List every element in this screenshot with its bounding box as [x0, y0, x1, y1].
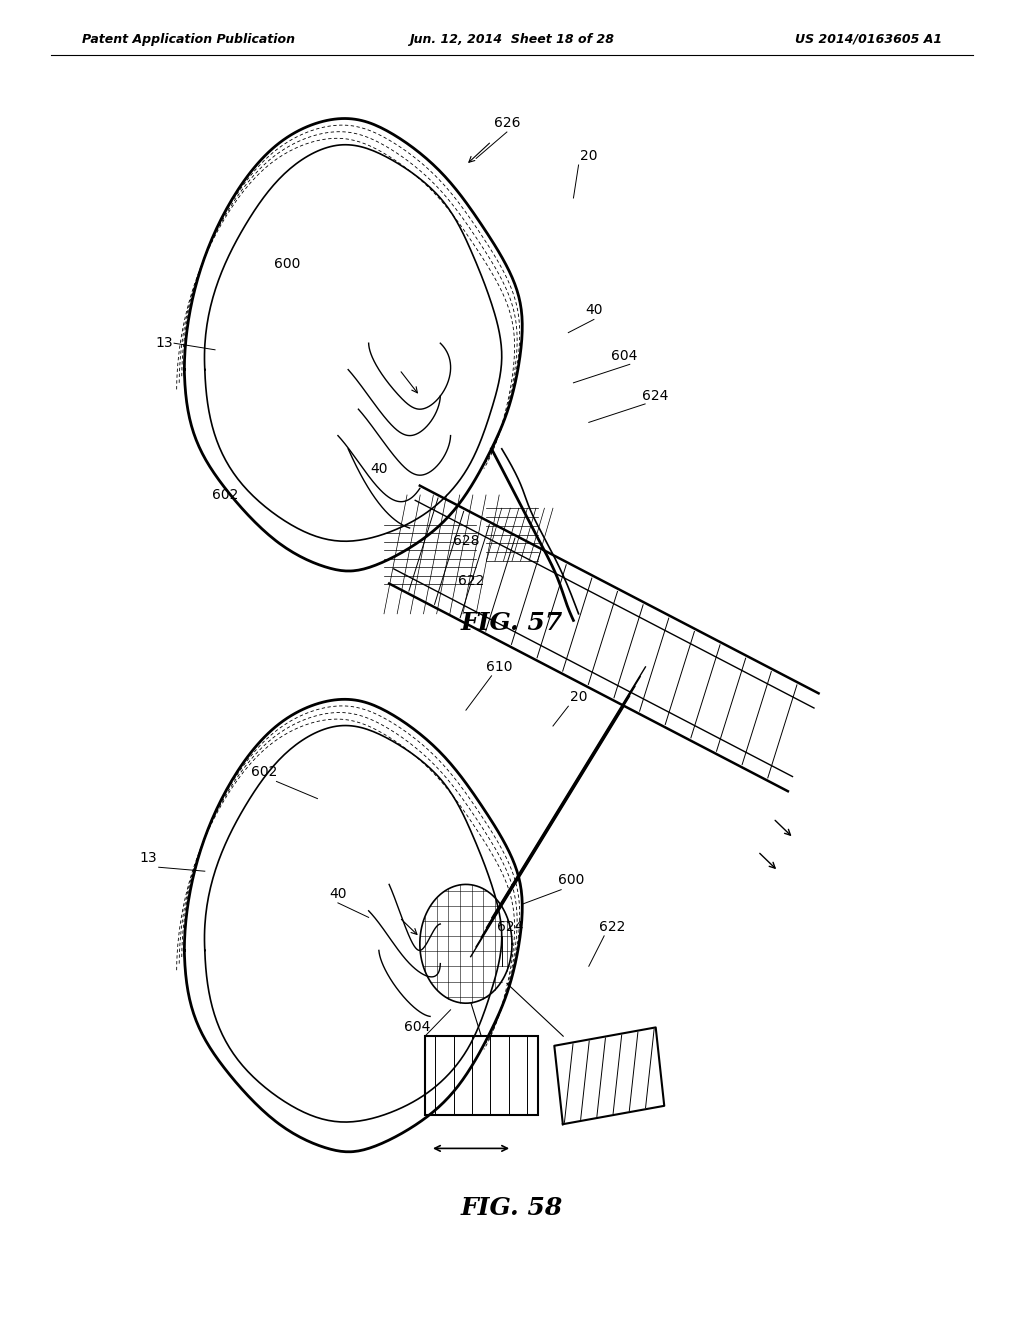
- Text: FIG. 57: FIG. 57: [461, 611, 563, 635]
- Text: 600: 600: [273, 257, 300, 271]
- Text: 602: 602: [212, 488, 239, 502]
- Text: 624: 624: [642, 389, 669, 403]
- Text: 40: 40: [585, 304, 603, 317]
- Text: 40: 40: [370, 462, 388, 475]
- Text: 13: 13: [155, 337, 173, 350]
- Text: 20: 20: [569, 690, 588, 704]
- Text: 626: 626: [494, 116, 520, 129]
- Text: 610: 610: [486, 660, 513, 673]
- Text: 40: 40: [329, 887, 347, 900]
- Text: 604: 604: [611, 350, 638, 363]
- Text: 13: 13: [139, 851, 158, 865]
- Text: FIG. 58: FIG. 58: [461, 1196, 563, 1220]
- Text: 20: 20: [580, 149, 598, 162]
- Text: 604: 604: [403, 1020, 430, 1034]
- Text: 602: 602: [251, 766, 278, 779]
- Text: US 2014/0163605 A1: US 2014/0163605 A1: [795, 33, 942, 46]
- Text: 622: 622: [599, 920, 626, 933]
- Text: Jun. 12, 2014  Sheet 18 of 28: Jun. 12, 2014 Sheet 18 of 28: [410, 33, 614, 46]
- Text: Patent Application Publication: Patent Application Publication: [82, 33, 295, 46]
- Text: 628: 628: [453, 535, 479, 548]
- Text: 600: 600: [558, 874, 585, 887]
- Text: 622: 622: [458, 574, 484, 587]
- Text: 624: 624: [497, 920, 523, 933]
